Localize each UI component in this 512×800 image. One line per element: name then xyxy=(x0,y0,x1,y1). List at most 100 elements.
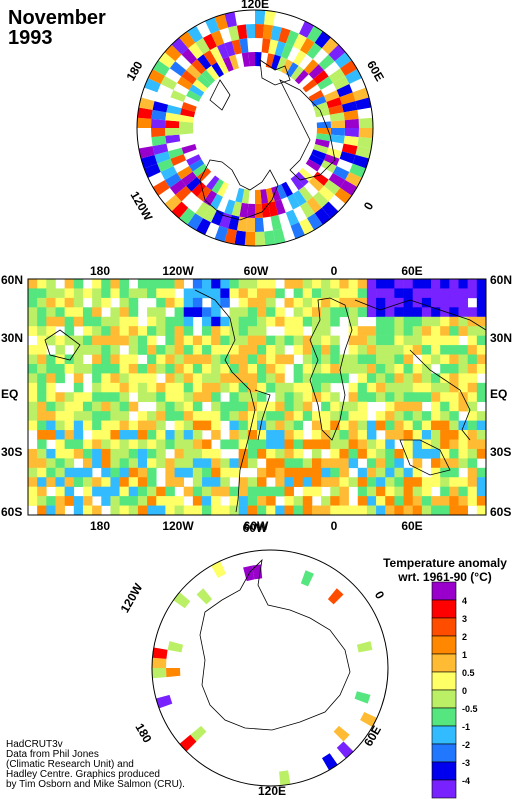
anomaly-cell xyxy=(156,326,166,336)
anomaly-cell xyxy=(192,345,203,355)
anomaly-cell xyxy=(64,430,75,440)
anomaly-cell xyxy=(156,439,166,450)
anomaly-cell xyxy=(73,307,84,318)
anomaly-cell xyxy=(28,448,38,459)
anomaly-cell xyxy=(101,439,111,450)
anomaly-cell xyxy=(458,477,468,487)
anomaly-cell xyxy=(275,486,285,497)
anomaly-cell xyxy=(37,288,47,299)
anomaly-cell xyxy=(37,439,47,450)
anomaly-cell xyxy=(366,297,377,308)
anomaly-cell xyxy=(147,486,157,497)
anomaly-cell xyxy=(147,467,157,478)
anomaly-cell xyxy=(110,505,120,516)
anomaly-cell xyxy=(110,335,120,346)
anomaly-cell xyxy=(220,335,230,346)
polar-anomaly-cell xyxy=(179,128,194,135)
anomaly-cell xyxy=(293,345,304,355)
anomaly-cell xyxy=(311,288,322,299)
anomaly-cell xyxy=(366,477,377,487)
polar-anomaly-cell xyxy=(293,33,307,51)
anomaly-cell xyxy=(257,420,267,431)
south-label-60e: 60E xyxy=(361,723,384,748)
anomaly-cell xyxy=(311,354,322,365)
anomaly-cell xyxy=(46,316,56,327)
anomaly-cell xyxy=(174,307,185,318)
anomaly-cell xyxy=(37,373,47,384)
anomaly-cell xyxy=(321,411,331,421)
anomaly-cell xyxy=(55,354,65,365)
anomaly-cell xyxy=(403,363,414,374)
anomaly-cell xyxy=(403,279,414,289)
anomaly-cell xyxy=(73,373,84,384)
anomaly-cell xyxy=(46,392,56,403)
polar-anomaly-cell xyxy=(186,90,202,102)
anomaly-cell xyxy=(421,288,432,299)
polar-anomaly-cell xyxy=(151,109,167,121)
anomaly-cell xyxy=(55,430,65,440)
anomaly-cell xyxy=(458,420,468,431)
anomaly-cell xyxy=(73,297,84,308)
anomaly-cell xyxy=(467,486,478,497)
anomaly-cell xyxy=(119,326,130,336)
anomaly-cell xyxy=(257,467,267,478)
anomaly-cell xyxy=(147,316,157,327)
polar-anomaly-cell xyxy=(169,61,187,77)
anomaly-cell xyxy=(238,496,249,506)
anomaly-cell xyxy=(257,279,267,289)
anomaly-cell xyxy=(467,420,478,431)
anomaly-cell xyxy=(174,335,185,346)
polar-anomaly-cell xyxy=(278,27,291,44)
anomaly-cell xyxy=(46,307,56,318)
polar-anomaly-cell xyxy=(313,144,329,154)
anomaly-cell xyxy=(92,316,102,327)
bottom-lon-label: 120W xyxy=(162,519,194,533)
anomaly-cell xyxy=(92,411,102,421)
anomaly-cell xyxy=(458,354,468,365)
anomaly-cell xyxy=(174,411,185,421)
anomaly-cell xyxy=(119,297,130,308)
polar-anomaly-cell xyxy=(360,712,377,727)
anomaly-cell xyxy=(238,354,249,365)
anomaly-cell xyxy=(431,448,441,459)
polar-anomaly-cell xyxy=(329,134,345,144)
anomaly-cell xyxy=(403,420,414,431)
anomaly-cell xyxy=(394,345,404,355)
anomaly-cell xyxy=(110,486,120,497)
anomaly-cell xyxy=(183,363,194,374)
polar-anomaly-cell xyxy=(177,166,193,180)
anomaly-cell xyxy=(266,467,276,478)
polar-anomaly-cell xyxy=(138,146,155,159)
anomaly-cell xyxy=(165,486,175,497)
anomaly-cell xyxy=(357,448,368,459)
anomaly-cell xyxy=(394,496,404,506)
anomaly-cell xyxy=(28,363,38,374)
anomaly-cell xyxy=(321,496,331,506)
anomaly-cell xyxy=(275,392,285,403)
anomaly-cell xyxy=(284,326,294,336)
anomaly-cell xyxy=(440,279,450,289)
anomaly-cell xyxy=(147,363,157,374)
anomaly-cell xyxy=(302,373,313,384)
anomaly-cell xyxy=(431,392,441,403)
anomaly-cell xyxy=(165,288,175,299)
polar-anomaly-cell xyxy=(260,189,269,204)
anomaly-cell xyxy=(394,288,404,299)
anomaly-cell xyxy=(165,326,175,336)
anomaly-cell xyxy=(376,477,386,487)
anomaly-cell xyxy=(137,420,148,431)
top-lon-label: 60W xyxy=(244,264,269,278)
anomaly-cell xyxy=(403,439,414,450)
anomaly-cell xyxy=(64,458,75,469)
south-label-120e: 120E xyxy=(258,784,286,798)
polar-anomaly-cell xyxy=(180,108,196,118)
anomaly-cell xyxy=(440,477,450,487)
anomaly-cell xyxy=(293,505,304,516)
polar-anomaly-cell xyxy=(171,37,189,55)
anomaly-cell xyxy=(119,373,130,384)
anomaly-cell xyxy=(284,335,294,346)
anomaly-cell xyxy=(431,335,441,346)
polar-anomaly-cell xyxy=(144,163,161,178)
anomaly-cell xyxy=(330,279,340,289)
anomaly-cell xyxy=(339,401,349,412)
